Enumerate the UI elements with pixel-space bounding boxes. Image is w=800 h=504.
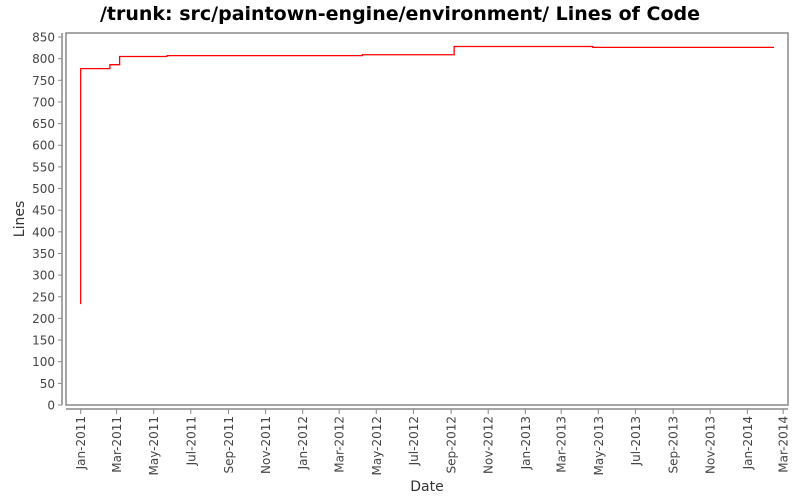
x-tick-label: Sep-2012 [445, 416, 459, 474]
x-tick-label: Sep-2013 [667, 416, 681, 474]
y-ticks: 0 50 100 150 200 250 300 350 400 450 500 550 600 650 7… [32, 31, 62, 413]
x-tick-label: Jan-2012 [296, 416, 310, 470]
x-tick-label: Mar-2011 [110, 416, 124, 473]
y-tick-label: 450 [32, 204, 55, 218]
y-tick-label: 550 [32, 160, 55, 174]
series-group [80, 45, 775, 305]
chart-title: /trunk: src/paintown-engine/environment/… [100, 3, 700, 25]
x-tick-label: Jan-2011 [74, 416, 88, 470]
x-ticks: Jan-2011 Mar-2011 May-2011 Jul-2011 Sep-2011… [74, 409, 791, 475]
x-tick-label: Mar-2012 [333, 416, 347, 473]
y-tick-label: 0 [47, 399, 55, 413]
x-tick-label: Mar-2013 [555, 416, 569, 473]
y-tick-label: 300 [32, 269, 55, 283]
y-tick-label: 50 [40, 377, 55, 391]
x-tick-label: Sep-2011 [222, 416, 236, 474]
y-tick-label: 650 [32, 117, 55, 131]
x-tick-label: Nov-2012 [482, 416, 496, 474]
y-tick-label: 850 [32, 31, 55, 45]
series-line [80, 45, 775, 305]
y-tick-label: 700 [32, 95, 55, 109]
x-tick-label: Nov-2013 [704, 416, 718, 474]
y-tick-label: 600 [32, 139, 55, 153]
plot-frame [65, 32, 789, 406]
x-tick-label: Jul-2013 [629, 416, 643, 466]
y-tick-label: 250 [32, 290, 55, 304]
x-tick-label: May-2012 [370, 416, 384, 475]
x-axis-label: Date [410, 479, 443, 495]
x-tick-label: Mar-2014 [777, 416, 791, 473]
y-tick-label: 150 [32, 334, 55, 348]
y-tick-label: 500 [32, 182, 55, 196]
x-tick-label: May-2013 [592, 416, 606, 475]
y-axis-label: Lines [12, 201, 28, 237]
y-tick-label: 200 [32, 312, 55, 326]
x-tick-label: Jan-2013 [519, 416, 533, 470]
y-tick-label: 400 [32, 225, 55, 239]
x-tick-label: Jul-2012 [407, 416, 421, 466]
y-tick-label: 800 [32, 52, 55, 66]
x-tick-label: Nov-2011 [259, 416, 273, 474]
x-tick-label: May-2011 [147, 416, 161, 475]
y-tick-label: 350 [32, 247, 55, 261]
y-tick-label: 750 [32, 74, 55, 88]
x-tick-label: Jan-2014 [741, 416, 755, 470]
x-tick-label: Jul-2011 [184, 416, 198, 466]
y-tick-label: 100 [32, 355, 55, 369]
